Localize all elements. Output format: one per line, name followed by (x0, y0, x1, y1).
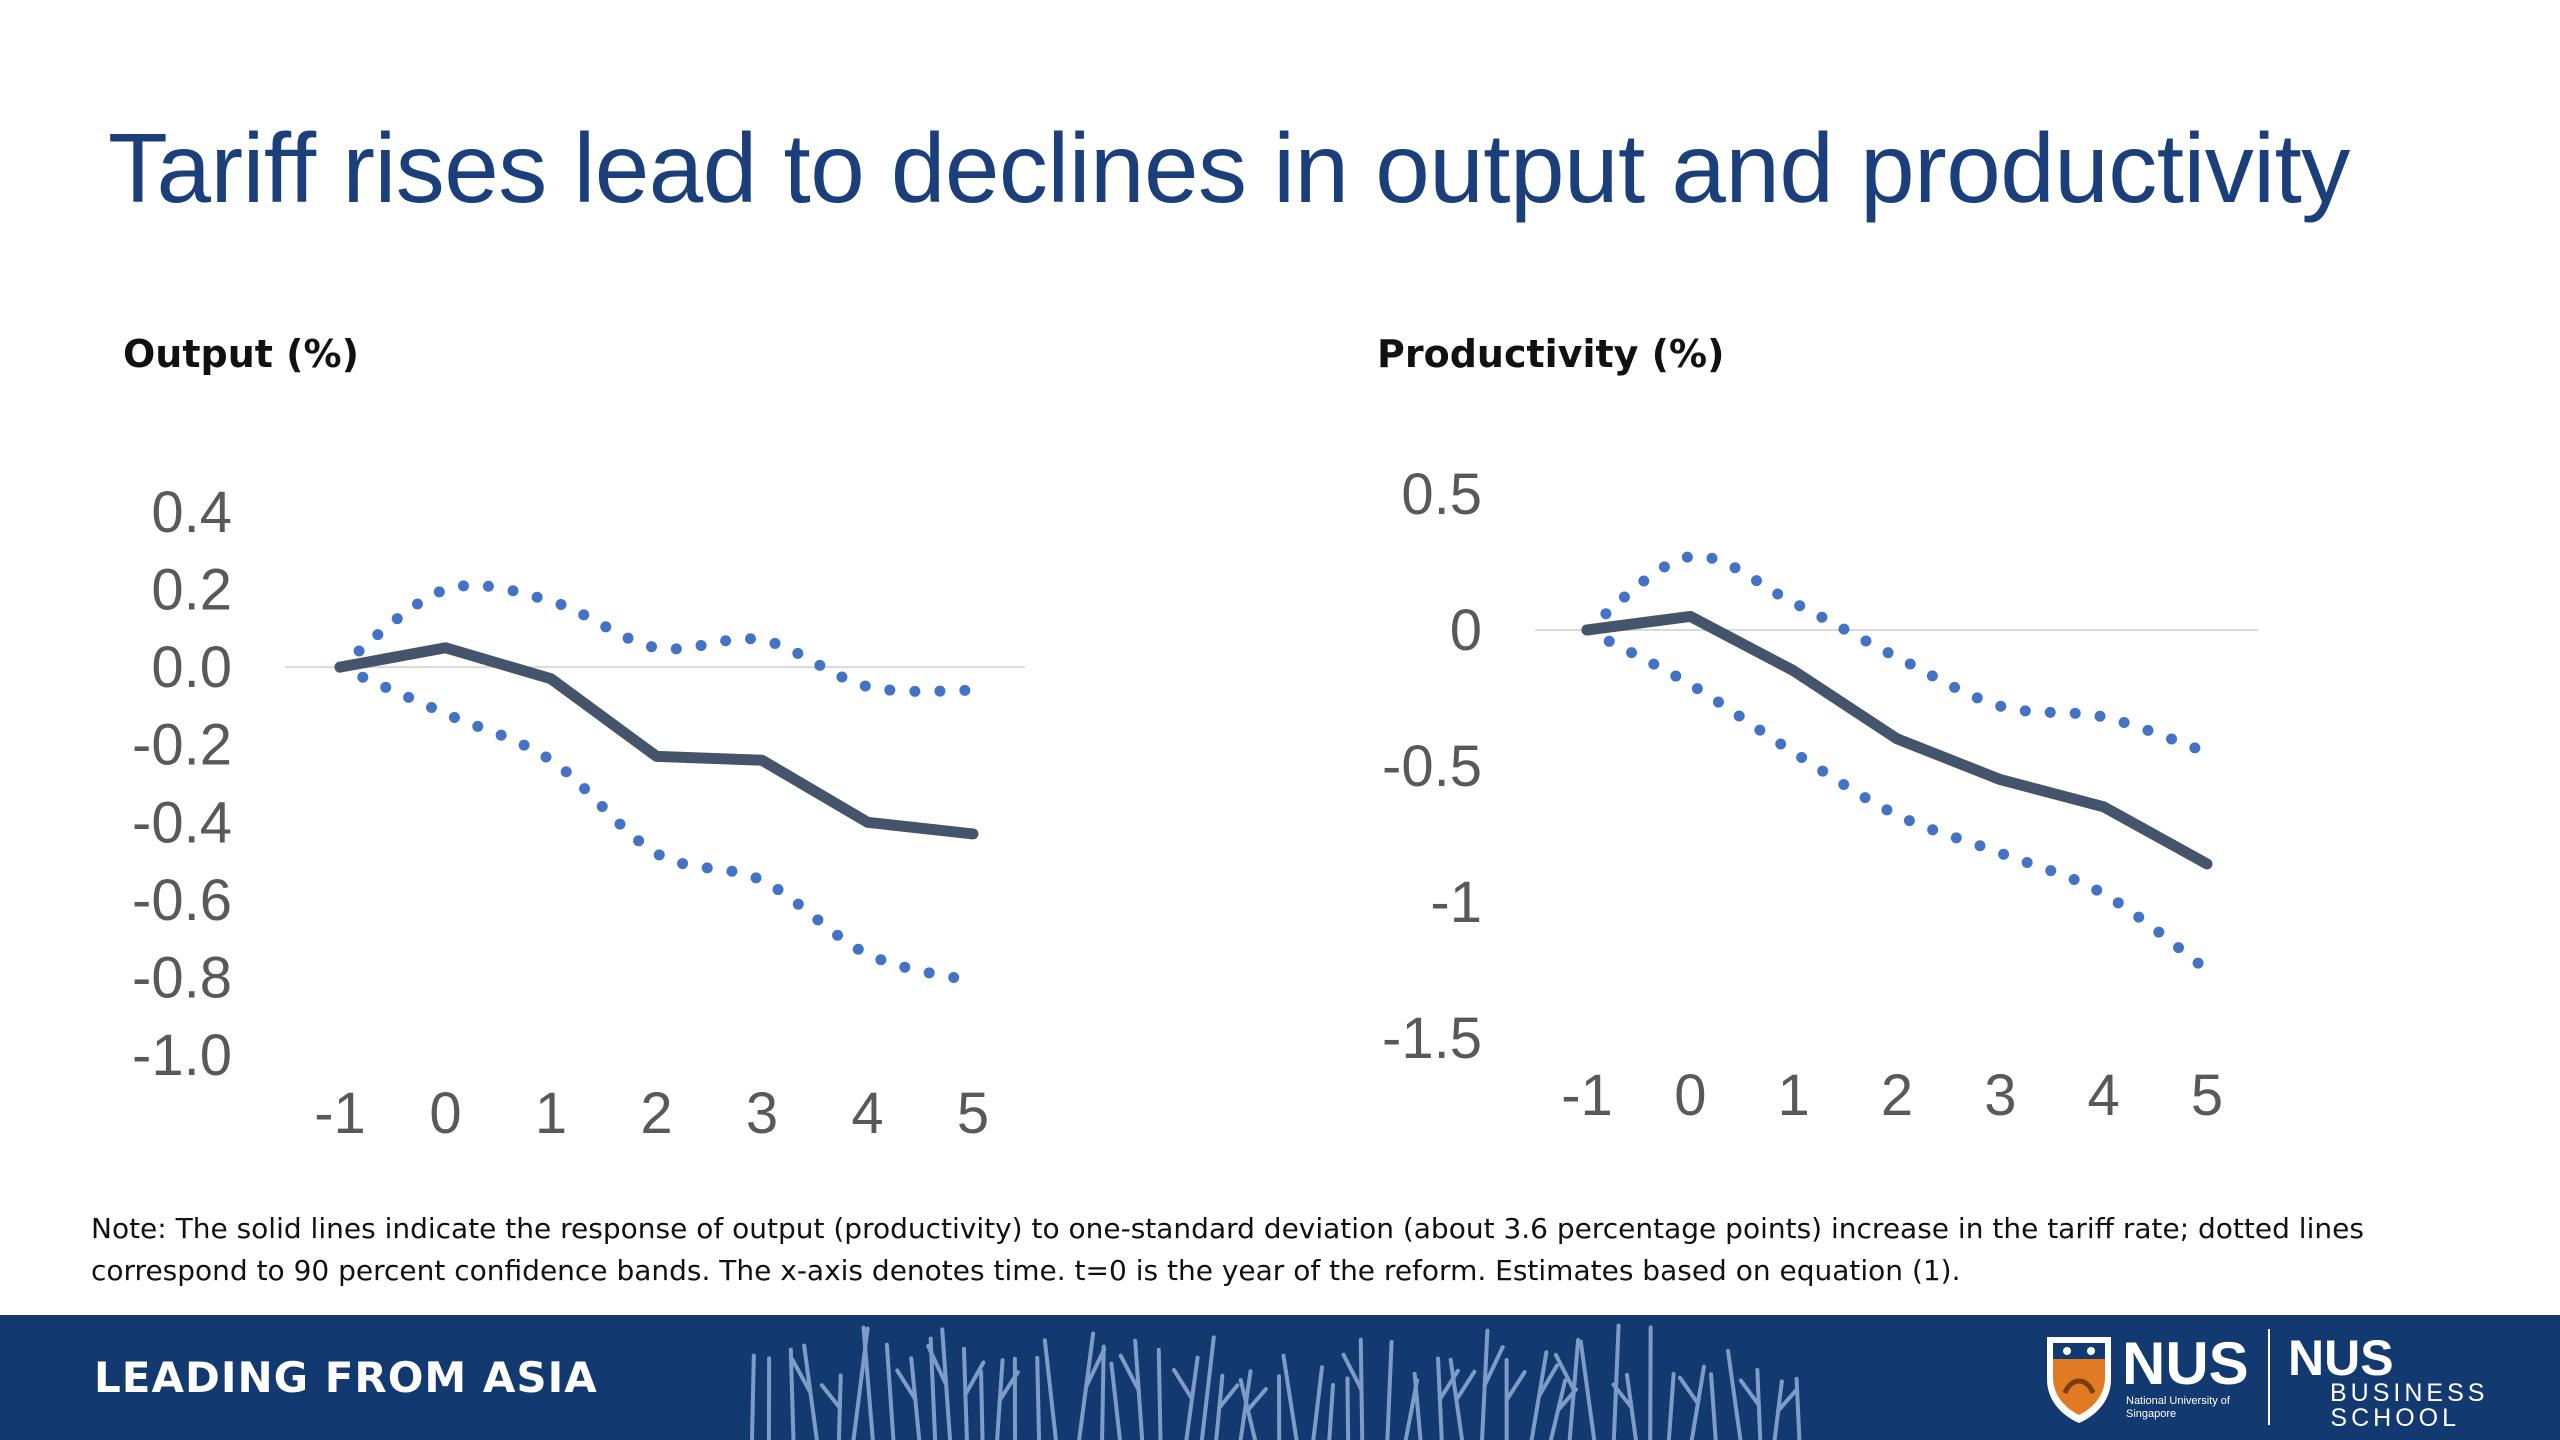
nus-crest-icon (2047, 1337, 2111, 1423)
output-y-tick-label: -0.4 (132, 790, 232, 855)
output-y-tick-label: 0.0 (151, 635, 232, 700)
productivity-x-tick-label: 1 (1778, 1063, 1810, 1128)
productivity-y-tick-label: -0.5 (1382, 734, 1482, 799)
business-school-text: BUSINESS SCHOOL (2330, 1379, 2489, 1432)
productivity-lower-band-line (1581, 624, 2213, 976)
productivity-y-tick-label: 0 (1450, 598, 1482, 663)
output-y-tick-label: -0.2 (132, 713, 232, 778)
nus-business-logo-text: NUS (2288, 1330, 2394, 1386)
output-y-tick-label: 0.4 (151, 480, 232, 545)
output-y-tick-label: -0.8 (132, 945, 232, 1010)
output-x-tick-label: -1 (314, 1081, 366, 1146)
productivity-upper-band-line (1581, 550, 2213, 758)
output-x-tick-label: 4 (851, 1081, 883, 1146)
productivity-estimate-line (1581, 610, 2213, 870)
footer-tagline: LEADING FROM ASIA (94, 1353, 598, 1402)
productivity-x-tick-label: 2 (1881, 1063, 1913, 1128)
slide-title: Tariff rises lead to declines in output … (108, 113, 2350, 223)
nus-logo-text: NUS (2122, 1330, 2249, 1397)
output-lower-band-line (334, 661, 979, 987)
output-chart: 0.4 0.2 0.0 -0.2 -0.4 -0.6 -0.8 -1.0 -1 0 1 2 3 4 5 (132, 480, 1025, 1146)
logo-divider (2268, 1329, 2270, 1425)
productivity-chart: 0.5 0 -0.5 -1 -1.5 -1 0 1 2 3 4 5 (1382, 462, 2258, 1128)
output-y-tick-label: -0.6 (132, 868, 232, 933)
productivity-y-tick-label: 0.5 (1401, 462, 1482, 527)
productivity-chart-title: Productivity (%) (1377, 332, 1725, 376)
output-x-tick-label: 2 (640, 1081, 672, 1146)
grass-decoration-icon (750, 1323, 1802, 1440)
productivity-y-tick-label: -1 (1430, 870, 1482, 935)
productivity-x-tick-label: 4 (2088, 1063, 2120, 1128)
productivity-x-tick-label: 3 (1984, 1063, 2016, 1128)
output-x-tick-label: 0 (429, 1081, 461, 1146)
nus-logo-subtext: National University of Singapore (2126, 1395, 2230, 1420)
output-upper-band-line (334, 579, 979, 697)
output-x-tick-label: 1 (535, 1081, 567, 1146)
output-y-tick-label: -1.0 (132, 1023, 232, 1088)
output-y-tick-label: 0.2 (151, 558, 232, 623)
productivity-x-tick-label: 0 (1674, 1063, 1706, 1128)
output-x-tick-label: 3 (746, 1081, 778, 1146)
productivity-x-tick-label: -1 (1561, 1063, 1613, 1128)
output-x-tick-label: 5 (957, 1081, 989, 1146)
productivity-y-tick-label: -1.5 (1382, 1006, 1482, 1071)
chart-note: Note: The solid lines indicate the respo… (91, 1212, 2364, 1287)
productivity-x-tick-label: 5 (2191, 1063, 2223, 1128)
footer-bar: LEADING FROM ASIA NUS National Universit… (0, 1315, 2560, 1440)
output-estimate-line (334, 642, 979, 840)
output-chart-title: Output (%) (123, 332, 359, 376)
